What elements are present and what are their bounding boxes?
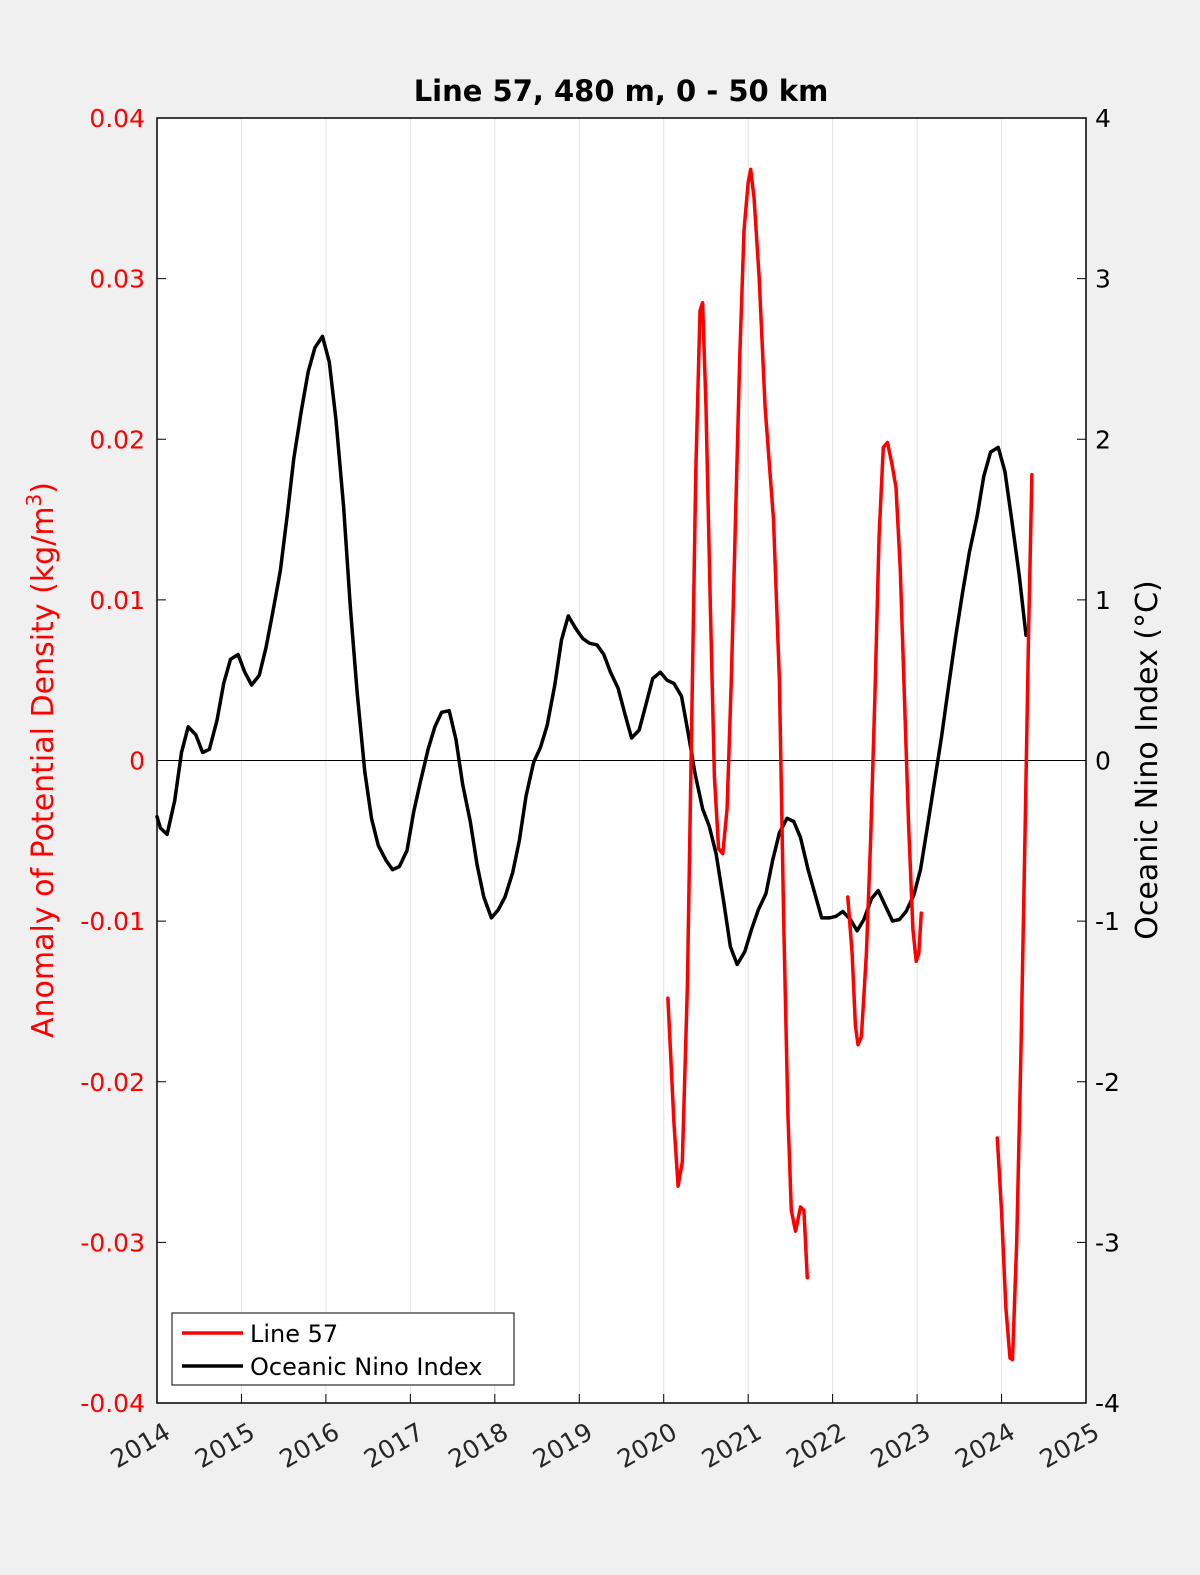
y-left-tick-label: 0.03 [89,265,145,294]
y-axis-left: 0.04 0.03 0.02 0.01 0 -0.01 -0.02 -0.03 -0.04 [80,104,166,1418]
x-tick-label-2014: 2014 [106,1417,176,1474]
x-tick-label-2025: 2025 [1035,1417,1105,1474]
x-tick-label-2016: 2016 [275,1417,345,1474]
y-left-tick-label: -0.04 [80,1389,145,1418]
x-tick-label-2021: 2021 [697,1417,767,1474]
legend-box [171,1312,515,1386]
x-tick-label-2024: 2024 [950,1417,1020,1474]
y-left-tick-label: -0.03 [80,1228,145,1257]
y-left-tick-label: -0.02 [80,1068,145,1097]
x-tick-label-2022: 2022 [781,1417,851,1474]
y-right-tick-label: 0 [1095,747,1111,776]
y-right-tick-label: 2 [1095,425,1111,454]
y-right-tick-label: 1 [1095,586,1111,615]
series-line-line57-segment-1 [846,440,924,1047]
y-axis-right-label: Oceanic Nino Index (°C) [1130,580,1165,940]
y-left-tick-label: 0 [129,747,145,776]
y-left-tick-label: -0.01 [80,907,145,936]
y-axis-left-label-close: ) [26,482,61,494]
y-right-tick-label: 3 [1095,265,1111,294]
x-tick-label-2017: 2017 [359,1417,429,1474]
chart-title: Line 57, 480 m, 0 - 50 km [414,74,829,108]
series-lines [155,167,1034,1362]
y-left-tick-label: 0.02 [89,425,145,454]
y-left-tick-label: 0.04 [89,104,145,133]
y-right-tick-label: -1 [1095,907,1120,936]
x-tick-label-2023: 2023 [866,1417,936,1474]
legend-label-line57: Line 57 [250,1320,338,1348]
series-line-oni-segment-0 [155,334,1028,967]
series-line-line57-segment-0 [666,167,810,1280]
y-left-tick-label: 0.01 [89,586,145,615]
x-tick-label-2019: 2019 [528,1417,598,1474]
y-right-tick-label: -3 [1095,1228,1120,1257]
y-axis-right: 4 3 2 1 0 -1 -2 -3 -4 [1077,104,1120,1418]
x-tick-label-2018: 2018 [443,1417,513,1474]
y-axis-left-label: Anomaly of Potential Density (kg/m3) [22,482,61,1038]
x-axis: 2014 2015 2016 2017 2018 2019 2020 2021 2022 2023… [106,1394,1105,1474]
y-axis-left-label-text: Anomaly of Potential Density (kg/m [26,506,61,1038]
legend-label-oni: Oceanic Nino Index [250,1353,482,1381]
y-axis-left-label-sup: 3 [22,494,46,507]
x-tick-label-2015: 2015 [190,1417,260,1474]
series-line-line57-segment-2 [995,472,1034,1362]
y-right-tick-label: -4 [1095,1389,1120,1418]
x-tick-label-2020: 2020 [612,1417,682,1474]
legend: Line 57 Oceanic Nino Index [171,1312,515,1386]
y-right-tick-label: 4 [1095,104,1111,133]
y-right-tick-label: -2 [1095,1068,1120,1097]
